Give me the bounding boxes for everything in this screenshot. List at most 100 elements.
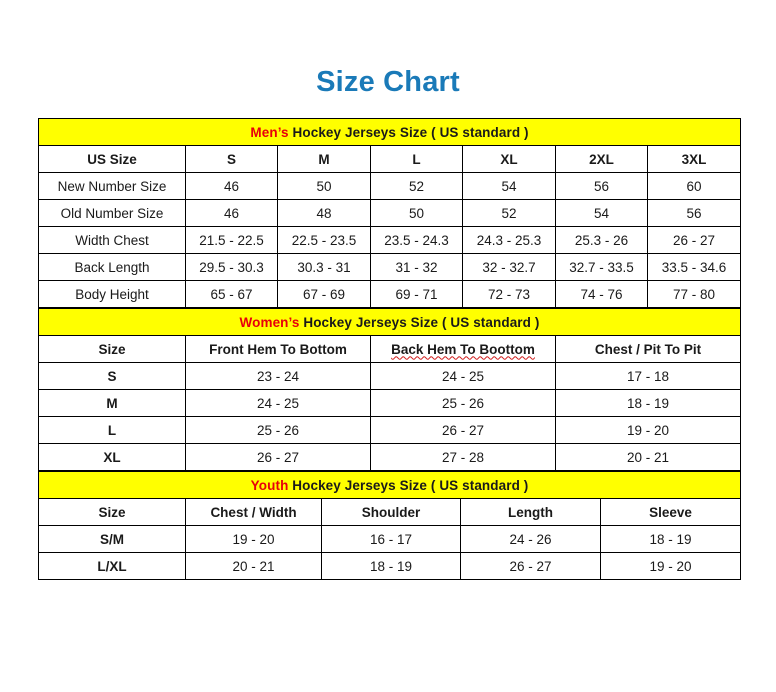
mens-banner-rest: Hockey Jerseys Size ( US standard )	[288, 124, 529, 140]
mens-cell-0-1: 50	[277, 172, 371, 200]
mens-cell-2-1: 22.5 - 23.5	[277, 226, 371, 254]
mens-col-header-5: 2XL	[555, 145, 648, 173]
mens-cell-1-3: 52	[462, 199, 556, 227]
mens-cell-1-2: 50	[370, 199, 463, 227]
womens-cell-2-0: 25 - 26	[185, 416, 371, 444]
mens-cell-1-1: 48	[277, 199, 371, 227]
womens-cell-1-0: 24 - 25	[185, 389, 371, 417]
womens-col-header-1: Front Hem To Bottom	[185, 335, 371, 363]
youth-col-header-4: Sleeve	[599, 498, 742, 526]
youth-row-label-1: L/XL	[38, 552, 186, 580]
mens-cell-0-4: 56	[555, 172, 648, 200]
mens-col-header-0: US Size	[38, 145, 186, 173]
womens-col-header-2-text: Back Hem To Boottom	[391, 341, 535, 357]
mens-cell-2-4: 25.3 - 26	[555, 226, 648, 254]
youth-section-banner-row: Youth Hockey Jerseys Size ( US standard …	[37, 471, 742, 499]
mens-size-table: Men’s Hockey Jerseys Size ( US standard …	[37, 118, 742, 308]
mens-col-header-4: XL	[462, 145, 556, 173]
womens-cell-3-2: 20 - 21	[555, 443, 741, 471]
youth-cell-1-0: 20 - 21	[185, 552, 322, 580]
womens-col-header-3: Chest / Pit To Pit	[555, 335, 741, 363]
youth-col-header-0: Size	[38, 498, 186, 526]
youth-section-banner: Youth Hockey Jerseys Size ( US standard …	[37, 471, 742, 499]
womens-cell-0-1: 24 - 25	[370, 362, 556, 390]
youth-cell-0-0: 19 - 20	[185, 525, 322, 553]
womens-cell-0-0: 23 - 24	[185, 362, 371, 390]
size-tables-container: Men’s Hockey Jerseys Size ( US standard …	[37, 118, 742, 580]
womens-banner-rest: Hockey Jerseys Size ( US standard )	[299, 314, 540, 330]
mens-row-label-4: Body Height	[38, 280, 186, 308]
mens-cell-4-0: 65 - 67	[185, 280, 278, 308]
table-row: M 24 - 25 25 - 26 18 - 19	[38, 389, 741, 417]
mens-section-banner-row: Men’s Hockey Jerseys Size ( US standard …	[37, 118, 742, 146]
mens-cell-0-5: 60	[646, 172, 742, 200]
womens-banner-accent: Women’s	[239, 314, 300, 330]
mens-cell-2-2: 23.5 - 24.3	[370, 226, 463, 254]
youth-cell-0-1: 16 - 17	[321, 525, 461, 553]
mens-cell-4-3: 72 - 73	[462, 280, 556, 308]
mens-col-header-6: 3XL	[646, 145, 742, 173]
womens-cell-0-2: 17 - 18	[555, 362, 741, 390]
mens-cell-3-5: 33.5 - 34.6	[646, 253, 742, 281]
womens-column-header-row: Size Front Hem To Bottom Back Hem To Boo…	[38, 335, 741, 363]
mens-cell-4-2: 69 - 71	[370, 280, 463, 308]
mens-cell-0-2: 52	[370, 172, 463, 200]
womens-section-banner-row: Women’s Hockey Jerseys Size ( US standar…	[38, 308, 741, 336]
youth-banner-rest: Hockey Jerseys Size ( US standard )	[288, 477, 529, 493]
womens-col-header-2: Back Hem To Boottom	[370, 335, 556, 363]
womens-col-header-0: Size	[38, 335, 186, 363]
youth-cell-1-3: 19 - 20	[599, 552, 742, 580]
womens-cell-2-1: 26 - 27	[370, 416, 556, 444]
mens-cell-2-3: 24.3 - 25.3	[462, 226, 556, 254]
youth-size-table: Youth Hockey Jerseys Size ( US standard …	[37, 471, 742, 580]
youth-cell-1-1: 18 - 19	[321, 552, 461, 580]
womens-section-banner: Women’s Hockey Jerseys Size ( US standar…	[38, 308, 741, 336]
womens-row-label-3: XL	[38, 443, 186, 471]
youth-col-header-3: Length	[460, 498, 601, 526]
youth-cell-0-2: 24 - 26	[460, 525, 601, 553]
mens-col-header-2: M	[277, 145, 371, 173]
mens-col-header-1: S	[185, 145, 278, 173]
youth-cell-1-2: 26 - 27	[460, 552, 601, 580]
youth-cell-0-3: 18 - 19	[599, 525, 742, 553]
womens-cell-3-0: 26 - 27	[185, 443, 371, 471]
table-row: New Number Size 46 50 52 54 56 60	[38, 172, 742, 200]
mens-cell-2-0: 21.5 - 22.5	[185, 226, 278, 254]
mens-cell-4-5: 77 - 80	[646, 280, 742, 308]
womens-row-label-2: L	[38, 416, 186, 444]
mens-cell-3-1: 30.3 - 31	[277, 253, 371, 281]
mens-cell-3-2: 31 - 32	[370, 253, 463, 281]
mens-col-header-3: L	[370, 145, 463, 173]
mens-cell-1-0: 46	[185, 199, 278, 227]
mens-column-header-row: US Size S M L XL 2XL 3XL	[38, 145, 742, 173]
womens-cell-2-2: 19 - 20	[555, 416, 741, 444]
youth-row-label-0: S/M	[38, 525, 186, 553]
table-row: L 25 - 26 26 - 27 19 - 20	[38, 416, 741, 444]
mens-row-label-3: Back Length	[38, 253, 186, 281]
mens-row-label-0: New Number Size	[38, 172, 186, 200]
table-row: Back Length 29.5 - 30.3 30.3 - 31 31 - 3…	[38, 253, 742, 281]
table-row: Body Height 65 - 67 67 - 69 69 - 71 72 -…	[38, 280, 742, 308]
womens-cell-3-1: 27 - 28	[370, 443, 556, 471]
mens-cell-1-4: 54	[555, 199, 648, 227]
mens-cell-2-5: 26 - 27	[646, 226, 742, 254]
womens-size-table: Women’s Hockey Jerseys Size ( US standar…	[38, 308, 741, 471]
page-title: Size Chart	[316, 66, 460, 98]
womens-row-label-1: M	[38, 389, 186, 417]
youth-col-header-2: Shoulder	[321, 498, 461, 526]
table-row: S 23 - 24 24 - 25 17 - 18	[38, 362, 741, 390]
table-row: Width Chest 21.5 - 22.5 22.5 - 23.5 23.5…	[38, 226, 742, 254]
table-row: S/M 19 - 20 16 - 17 24 - 26 18 - 19	[38, 525, 742, 553]
mens-cell-0-0: 46	[185, 172, 278, 200]
mens-row-label-2: Width Chest	[38, 226, 186, 254]
mens-cell-4-4: 74 - 76	[555, 280, 648, 308]
mens-cell-4-1: 67 - 69	[277, 280, 371, 308]
womens-row-label-0: S	[38, 362, 186, 390]
table-row: XL 26 - 27 27 - 28 20 - 21	[38, 443, 741, 471]
mens-cell-1-5: 56	[646, 199, 742, 227]
mens-cell-0-3: 54	[462, 172, 556, 200]
mens-section-banner: Men’s Hockey Jerseys Size ( US standard …	[37, 118, 742, 146]
youth-column-header-row: Size Chest / Width Shoulder Length Sleev…	[38, 498, 742, 526]
mens-banner-accent: Men’s	[250, 124, 289, 140]
